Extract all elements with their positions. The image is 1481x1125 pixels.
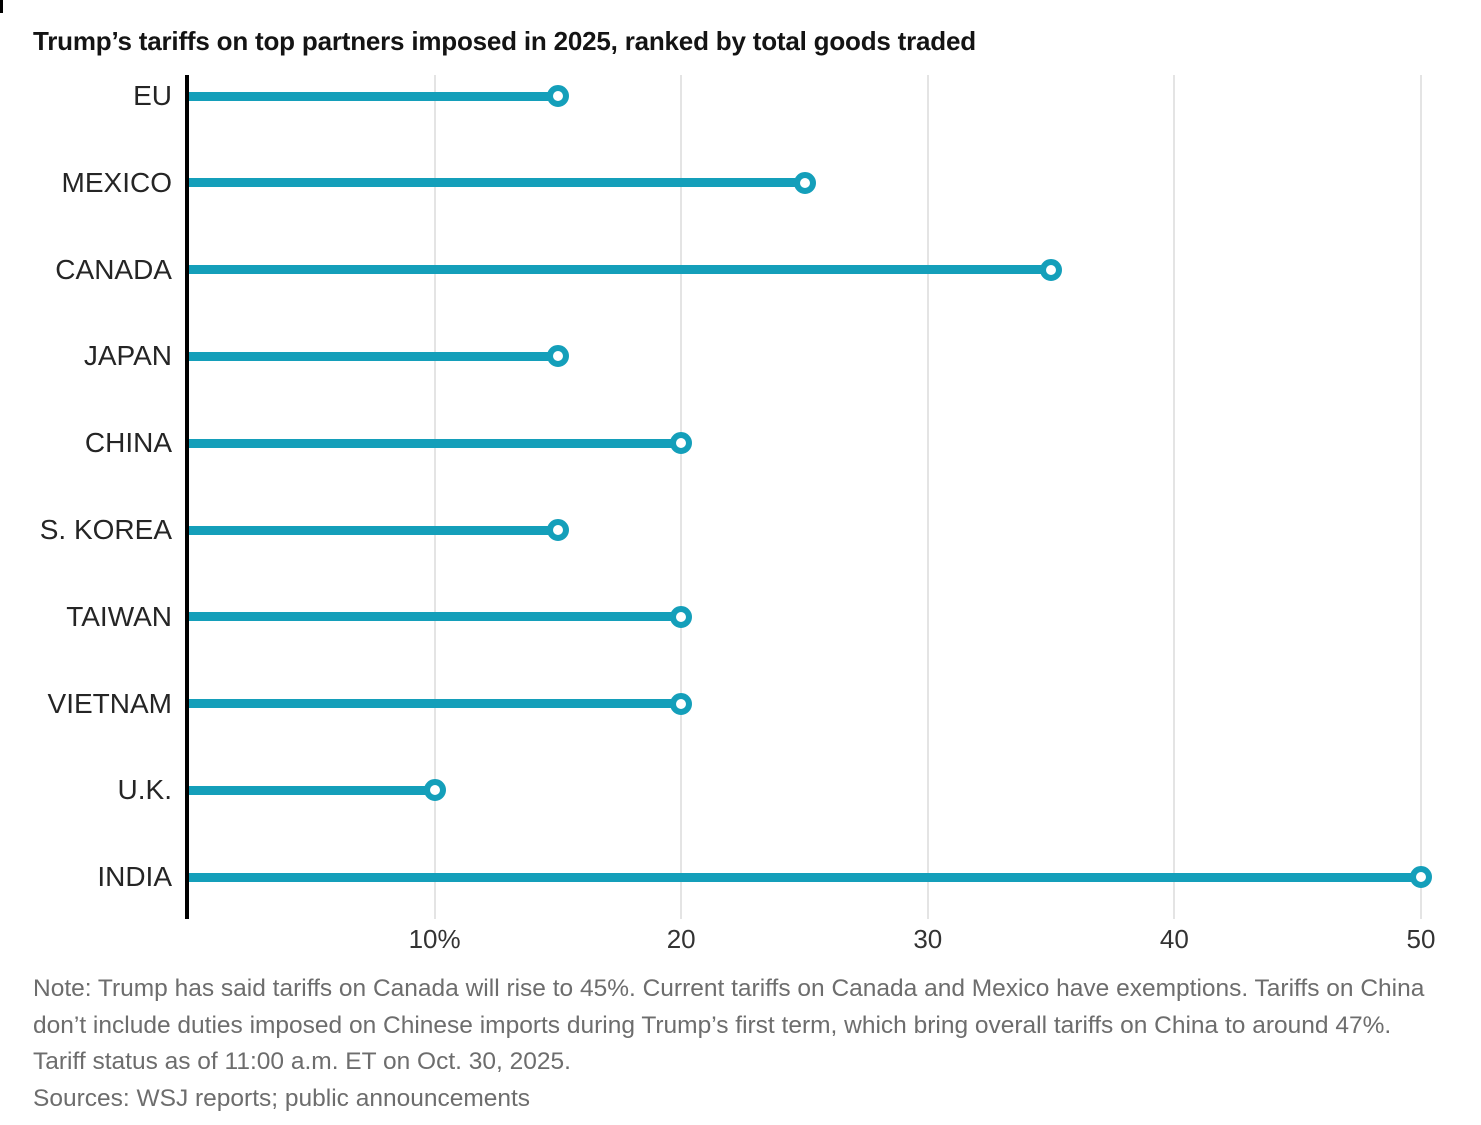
lollipop-stem [188,699,682,709]
chart-sources: Sources: WSJ reports; public announcemen… [33,1084,531,1112]
category-label: U.K. [117,774,172,806]
lollipop-dot [670,692,693,715]
category-label: VIETNAM [47,687,172,719]
category-label: S. KOREA [39,514,172,545]
category-label: INDIA [97,861,172,893]
category-label: CHINA [84,427,172,459]
gridline [680,75,683,919]
lollipop-stem [188,178,805,188]
category-label: TAIWAN [66,600,172,632]
category-label: CANADA [55,253,172,285]
gridline [1173,75,1176,919]
lollipop-stem [188,265,1052,275]
lollipop-stem [188,612,682,622]
lollipop-stem [188,351,558,361]
y-axis-line [185,75,189,919]
lollipop-stem [188,438,682,448]
chart-note: Note: Trump has said tariffs on Canada w… [33,975,1425,1075]
lollipop-stem [188,91,558,101]
chart-title: Trump’s tariffs on top partners imposed … [33,26,976,56]
lollipop-dot [670,605,693,628]
lollipop-dot [546,519,569,541]
gridline [433,75,436,919]
lollipop-dot [546,85,569,107]
x-tick-label: 40 [1159,924,1189,954]
x-tick-label: 50 [1406,924,1436,954]
category-label: JAPAN [83,340,172,372]
footnotes: Note: Trump has said tariffs on Canada w… [33,971,1433,1117]
gridline [926,75,929,919]
lollipop-dot [1410,866,1432,889]
lollipop-stem [188,872,1421,882]
category-label: EU [133,80,172,111]
lollipop-dot [546,345,569,368]
lollipop-dot [1040,258,1063,281]
x-tick-label: 30 [913,924,943,954]
screen-edge-artifact [0,0,3,13]
lollipop-dot [423,779,446,802]
lollipop-stem [188,525,558,535]
lollipop-dot [670,432,693,455]
x-tick-label: 10% [408,924,461,954]
lollipop-stem [188,785,435,795]
lollipop-dot [793,171,816,194]
category-label: MEXICO [61,166,172,198]
x-tick-label: 20 [666,924,696,954]
gridline [1420,75,1422,919]
